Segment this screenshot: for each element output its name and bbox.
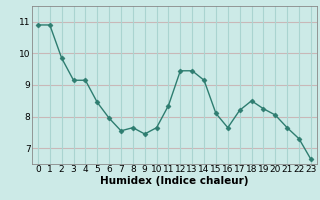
X-axis label: Humidex (Indice chaleur): Humidex (Indice chaleur) bbox=[100, 176, 249, 186]
